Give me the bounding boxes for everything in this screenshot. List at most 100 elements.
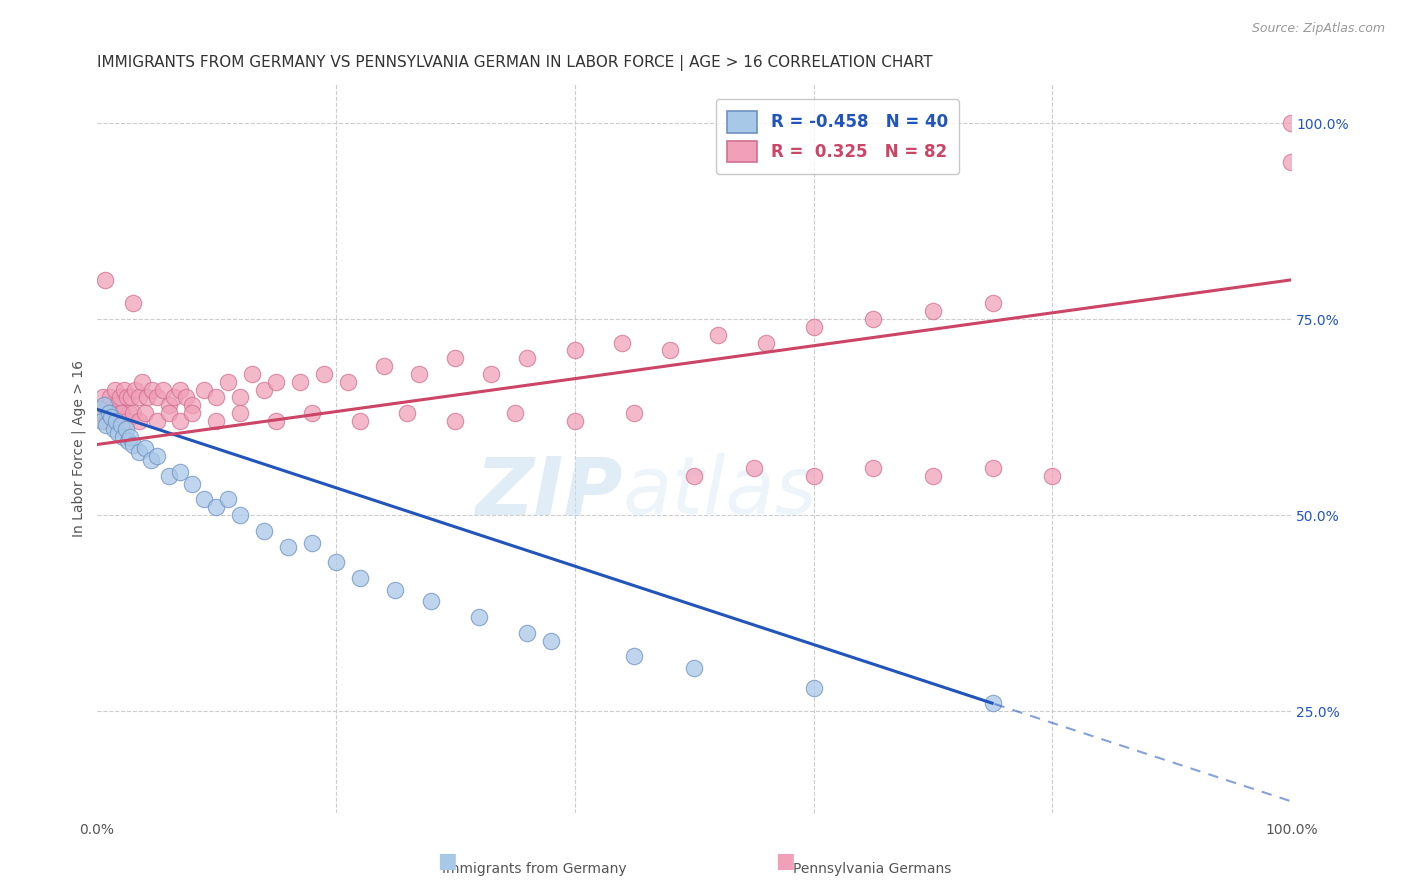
Point — [217, 375, 239, 389]
Point — [301, 406, 323, 420]
Legend: R = -0.458   N = 40, R =  0.325   N = 82: R = -0.458 N = 40, R = 0.325 N = 82 — [716, 99, 959, 174]
Point — [101, 406, 124, 420]
Point — [277, 540, 299, 554]
Point — [922, 304, 945, 318]
Point — [112, 430, 135, 444]
Point — [479, 367, 502, 381]
Point — [312, 367, 335, 381]
Point — [104, 414, 127, 428]
Point — [169, 414, 191, 428]
Point — [336, 375, 359, 389]
Point — [157, 469, 180, 483]
Point — [176, 391, 198, 405]
Point — [503, 406, 526, 420]
Point — [468, 610, 491, 624]
Point — [981, 461, 1004, 475]
Point — [193, 492, 215, 507]
Point — [131, 375, 153, 389]
Point — [981, 296, 1004, 310]
Point — [163, 391, 186, 405]
Point — [107, 425, 129, 440]
Point — [217, 492, 239, 507]
Point — [181, 476, 204, 491]
Point — [169, 465, 191, 479]
Point — [444, 351, 467, 366]
Point — [121, 391, 143, 405]
Point — [145, 450, 167, 464]
Point — [683, 661, 706, 675]
Point — [922, 469, 945, 483]
Point — [229, 391, 252, 405]
Point — [755, 335, 778, 350]
Point — [229, 406, 252, 420]
Point — [862, 312, 884, 326]
Point — [105, 398, 128, 412]
Point — [623, 649, 645, 664]
Text: IMMIGRANTS FROM GERMANY VS PENNSYLVANIA GERMAN IN LABOR FORCE | AGE > 16 CORRELA: IMMIGRANTS FROM GERMANY VS PENNSYLVANIA … — [97, 55, 932, 71]
Point — [97, 398, 120, 412]
Point — [115, 391, 138, 405]
Point — [110, 417, 132, 432]
Point — [111, 406, 134, 420]
Point — [193, 383, 215, 397]
Y-axis label: In Labor Force | Age > 16: In Labor Force | Age > 16 — [72, 360, 86, 537]
Text: ■: ■ — [437, 852, 457, 871]
Point — [623, 406, 645, 420]
Point — [98, 391, 121, 405]
Point — [136, 391, 159, 405]
Point — [540, 633, 562, 648]
Point — [1042, 469, 1064, 483]
Point — [104, 414, 127, 428]
Point — [112, 383, 135, 397]
Point — [803, 681, 825, 695]
Point — [516, 625, 538, 640]
Point — [96, 417, 118, 432]
Point — [564, 414, 586, 428]
Point — [420, 594, 443, 608]
Point — [115, 414, 138, 428]
Point — [564, 343, 586, 358]
Point — [139, 453, 162, 467]
Point — [707, 327, 730, 342]
Point — [128, 445, 150, 459]
Point — [152, 383, 174, 397]
Point — [803, 469, 825, 483]
Point — [104, 383, 127, 397]
Point — [110, 406, 132, 420]
Point — [89, 406, 111, 420]
Point — [349, 571, 371, 585]
Point — [205, 414, 228, 428]
Point — [862, 461, 884, 475]
Point — [157, 406, 180, 420]
Point — [981, 697, 1004, 711]
Point — [396, 406, 419, 420]
Point — [121, 437, 143, 451]
Point — [516, 351, 538, 366]
Point — [91, 391, 114, 405]
Point — [264, 414, 287, 428]
Point — [205, 500, 228, 515]
Point — [93, 398, 115, 412]
Text: ■: ■ — [775, 852, 794, 871]
Point — [384, 582, 406, 597]
Point — [229, 508, 252, 523]
Point — [121, 406, 143, 420]
Point — [683, 469, 706, 483]
Point — [134, 406, 156, 420]
Point — [145, 391, 167, 405]
Point — [145, 414, 167, 428]
Point — [408, 367, 430, 381]
Point — [349, 414, 371, 428]
Point — [97, 406, 120, 420]
Point — [1279, 116, 1302, 130]
Point — [96, 414, 118, 428]
Text: Immigrants from Germany: Immigrants from Germany — [441, 862, 627, 876]
Point — [128, 414, 150, 428]
Text: Pennsylvania Germans: Pennsylvania Germans — [793, 862, 950, 876]
Point — [128, 391, 150, 405]
Point — [134, 442, 156, 456]
Point — [141, 383, 163, 397]
Point — [742, 461, 765, 475]
Point — [253, 524, 276, 538]
Point — [169, 383, 191, 397]
